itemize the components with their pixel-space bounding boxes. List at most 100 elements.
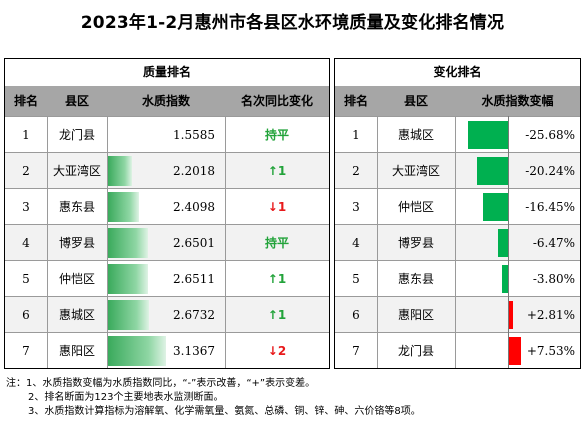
change-row: 4 博罗县 -6.47% xyxy=(335,224,580,261)
up-arrow-icon: ↑ xyxy=(267,272,278,286)
change-cell: ↑1 xyxy=(225,153,329,189)
down-arrow-icon: ↓ xyxy=(267,200,278,214)
change-value: 1 xyxy=(277,308,287,322)
rank-cell: 6 xyxy=(352,308,360,322)
rank-cell: 5 xyxy=(22,272,30,286)
pct-cell: +7.53% xyxy=(526,344,575,358)
change-row: 3 仲恺区 -16.45% xyxy=(335,188,580,225)
change-cell: ↑1 xyxy=(225,297,329,333)
change-value: 持平 xyxy=(264,236,289,250)
change-value: 持平 xyxy=(264,128,289,142)
county-cell: 惠阳区 xyxy=(397,308,434,322)
column-divider xyxy=(377,116,378,368)
county-cell: 龙门县 xyxy=(58,128,95,142)
rank-cell: 2 xyxy=(22,164,30,178)
rank-cell: 4 xyxy=(22,236,30,250)
pct-cell: +2.81% xyxy=(526,308,575,322)
quality-row: 7 惠阳区 3.1367 ↓2 xyxy=(5,332,329,369)
change-bar xyxy=(502,265,508,293)
footnote-3: 3、水质指数计算指标为溶解氧、化学需氧量、氨氮、总磷、铜、锌、砷、六价铬等8项。 xyxy=(28,406,421,417)
county-cell: 惠东县 xyxy=(397,272,434,286)
index-bar xyxy=(108,300,149,330)
change-value: 1 xyxy=(277,164,287,178)
county-cell: 大亚湾区 xyxy=(391,164,440,178)
up-arrow-icon: ↑ xyxy=(267,164,278,178)
change-row: 1 惠城区 -25.68% xyxy=(335,116,580,153)
header-water-index: 水质指数 xyxy=(141,94,190,108)
pct-cell: -25.68% xyxy=(525,128,575,142)
rank-cell: 1 xyxy=(352,128,360,142)
pct-cell: -20.24% xyxy=(525,164,575,178)
quality-header-row: 排名 县区 水质指数 名次同比变化 xyxy=(5,86,329,116)
county-cell: 惠城区 xyxy=(58,308,95,322)
pct-cell: -16.45% xyxy=(525,200,575,214)
change-bar xyxy=(498,229,508,257)
county-cell: 仲恺区 xyxy=(58,272,95,286)
change-row: 6 惠阳区 +2.81% xyxy=(335,296,580,333)
county-cell: 惠城区 xyxy=(397,128,434,142)
index-bar xyxy=(108,192,140,222)
index-cell: 3.1367 xyxy=(173,344,215,358)
change-row: 5 惠东县 -3.80% xyxy=(335,260,580,297)
change-cell: ↓2 xyxy=(225,333,329,369)
index-cell: 2.2018 xyxy=(173,164,215,178)
column-divider xyxy=(455,116,456,368)
index-bar xyxy=(108,228,149,258)
rank-cell: 3 xyxy=(22,200,30,214)
quality-row: 2 大亚湾区 2.2018 ↑1 xyxy=(5,152,329,189)
quality-ranking-panel: 质量排名 排名 县区 水质指数 名次同比变化 1 龙门县 1.5585 持平 2 大亚湾区… xyxy=(4,58,330,369)
rank-cell: 2 xyxy=(352,164,360,178)
change-bar xyxy=(482,193,508,221)
change-cell: ↑1 xyxy=(225,261,329,297)
county-cell: 仲恺区 xyxy=(397,200,434,214)
header-county: 县区 xyxy=(64,94,89,108)
index-bar xyxy=(108,264,149,294)
rank-cell: 1 xyxy=(22,128,30,142)
header-county: 县区 xyxy=(403,94,428,108)
header-rank-change: 名次同比变化 xyxy=(240,94,313,108)
county-cell: 大亚湾区 xyxy=(52,164,101,178)
change-row: 7 龙门县 +7.53% xyxy=(335,332,580,369)
column-divider xyxy=(47,116,48,368)
zero-axis-line xyxy=(508,116,509,368)
index-cell: 1.5585 xyxy=(173,128,215,142)
rank-cell: 7 xyxy=(22,344,30,358)
index-bar xyxy=(108,156,132,186)
index-cell: 2.6501 xyxy=(173,236,215,250)
footnote-2: 2、排名断面为123个主要地表水监测断面。 xyxy=(28,392,224,403)
header-rank: 排名 xyxy=(343,94,368,108)
change-bar xyxy=(476,157,508,185)
county-cell: 博罗县 xyxy=(58,236,95,250)
change-header-row: 排名 县区 水质指数变幅 xyxy=(335,86,580,116)
change-value: 1 xyxy=(277,272,287,286)
change-value: 2 xyxy=(277,344,287,358)
rank-cell: 5 xyxy=(352,272,360,286)
change-cell: 持平 xyxy=(225,225,329,261)
change-cell: ↓1 xyxy=(225,189,329,225)
change-bar xyxy=(509,337,521,365)
footnote-1: 注：1、水质指数变幅为水质指数同比，“-”表示改善，“+”表示变差。 xyxy=(6,378,316,389)
page-title: 2023年1-2月惠州市各县区水环境质量及变化排名情况 xyxy=(80,13,505,33)
footnotes: 注：1、水质指数变幅为水质指数同比，“-”表示改善，“+”表示变差。 2、排名断… xyxy=(6,377,421,419)
change-row: 2 大亚湾区 -20.24% xyxy=(335,152,580,189)
pct-cell: -6.47% xyxy=(532,236,575,250)
change-cell: 持平 xyxy=(225,117,329,153)
quality-row: 1 龙门县 1.5585 持平 xyxy=(5,116,329,153)
rank-cell: 4 xyxy=(352,236,360,250)
county-cell: 惠阳区 xyxy=(58,344,95,358)
index-cell: 2.6732 xyxy=(173,308,215,322)
quality-row: 5 仲恺区 2.6511 ↑1 xyxy=(5,260,329,297)
column-divider xyxy=(225,116,226,368)
up-arrow-icon: ↑ xyxy=(267,308,278,322)
change-bar xyxy=(468,121,508,149)
column-divider xyxy=(107,116,108,368)
rank-cell: 3 xyxy=(352,200,360,214)
quality-row: 3 惠东县 2.4098 ↓1 xyxy=(5,188,329,225)
county-cell: 惠东县 xyxy=(58,200,95,214)
county-cell: 博罗县 xyxy=(397,236,434,250)
quality-section-title: 质量排名 xyxy=(142,65,191,79)
down-arrow-icon: ↓ xyxy=(267,344,278,358)
rank-cell: 7 xyxy=(352,344,360,358)
county-cell: 龙门县 xyxy=(397,344,434,358)
header-rank: 排名 xyxy=(13,94,38,108)
